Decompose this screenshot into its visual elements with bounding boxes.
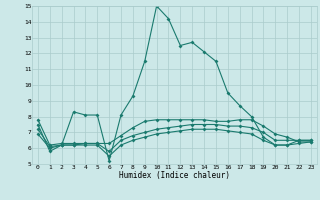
X-axis label: Humidex (Indice chaleur): Humidex (Indice chaleur) <box>119 171 230 180</box>
